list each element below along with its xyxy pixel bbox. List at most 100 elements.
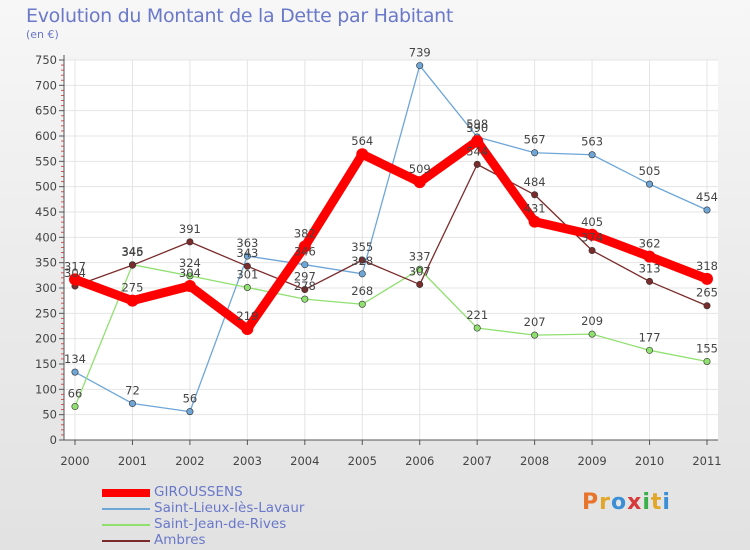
data-label-0: 590 — [466, 121, 488, 135]
data-label-2: 221 — [466, 308, 488, 322]
legend-swatch-saint-jean — [102, 524, 150, 526]
data-label-3: 484 — [524, 175, 546, 189]
data-point-1 — [71, 368, 79, 376]
x-tick-label: 2000 — [60, 454, 89, 468]
x-tick-label: 2004 — [290, 454, 319, 468]
data-label-0: 431 — [524, 202, 546, 216]
logo-letter: P — [582, 490, 600, 515]
logo-letter: o — [610, 490, 628, 515]
y-tick-label: 250 — [35, 306, 57, 320]
data-point-1 — [186, 408, 194, 416]
data-label-1: 598 — [466, 117, 488, 131]
y-tick-label: 150 — [35, 357, 57, 371]
data-point-1 — [301, 261, 309, 269]
data-label-2: 177 — [639, 330, 661, 344]
logo-letter: x — [627, 490, 643, 515]
y-tick-label: 650 — [35, 104, 57, 118]
data-point-3 — [703, 302, 711, 310]
legend-label-giroussens: GIROUSSENS — [154, 484, 243, 500]
data-point-0 — [298, 240, 311, 253]
data-point-0 — [183, 279, 196, 292]
proxiti-logo: Proxiti — [582, 490, 671, 515]
data-label-3: 304 — [64, 266, 86, 280]
legend-swatch-giroussens — [102, 489, 150, 497]
data-label-0: 382 — [294, 226, 316, 240]
series-line-3 — [74, 163, 708, 307]
y-tick-label: 550 — [35, 154, 57, 168]
data-point-0 — [356, 148, 369, 161]
data-label-2: 301 — [236, 267, 258, 281]
data-label-2: 324 — [179, 256, 201, 270]
legend-swatch-ambres — [102, 540, 150, 542]
plot-area — [64, 60, 718, 440]
data-label-2: 346 — [121, 245, 143, 259]
data-label-3: 544 — [466, 144, 488, 158]
data-point-0 — [69, 273, 81, 286]
data-label-1: 346 — [294, 245, 316, 259]
y-tick-label: 500 — [35, 180, 57, 194]
data-label-1: 739 — [409, 46, 431, 60]
logo-letter: i — [642, 490, 651, 515]
x-tick-label: 2010 — [635, 454, 664, 468]
x-tick-label: 2003 — [233, 454, 262, 468]
y-tick-label: 200 — [35, 332, 57, 346]
data-point-2 — [646, 346, 654, 354]
data-point-3 — [473, 160, 481, 168]
data-point-3 — [358, 256, 366, 264]
data-label-0: 405 — [581, 215, 603, 229]
x-tick-label: 2008 — [520, 454, 549, 468]
data-label-0: 362 — [639, 237, 661, 251]
data-point-3 — [646, 277, 654, 285]
y-tick-label: 750 — [35, 53, 57, 67]
legend-label-saint-jean: Saint-Jean-de-Rives — [154, 516, 287, 532]
data-point-1 — [416, 62, 424, 70]
y-tick-label: 600 — [35, 129, 57, 143]
data-point-0 — [126, 294, 139, 307]
x-tick-label: 2001 — [118, 454, 147, 468]
y-tick-label: 700 — [35, 78, 57, 92]
data-point-2 — [358, 300, 366, 308]
data-label-3: 297 — [294, 270, 316, 284]
data-point-2 — [531, 331, 539, 339]
data-point-3 — [588, 247, 596, 255]
data-label-2: 278 — [294, 279, 316, 293]
x-tick-label: 2007 — [463, 454, 492, 468]
data-label-0: 304 — [179, 266, 201, 280]
data-point-1 — [243, 252, 251, 260]
data-point-2 — [243, 283, 251, 291]
data-label-1: 567 — [524, 133, 546, 147]
data-point-0 — [586, 228, 599, 241]
data-label-1: 56 — [183, 392, 198, 406]
chart-subtitle: (en €) — [26, 28, 59, 41]
legend-label-saint-lieux: Saint-Lieux-lès-Lavaur — [154, 500, 305, 516]
data-label-0: 564 — [351, 134, 373, 148]
x-tick-label: 2011 — [692, 454, 721, 468]
data-point-1 — [588, 151, 596, 159]
y-tick-label: 400 — [35, 230, 57, 244]
data-label-1: 505 — [639, 164, 661, 178]
data-label-2: 337 — [409, 249, 431, 263]
data-point-3 — [301, 286, 309, 294]
data-point-2 — [473, 324, 481, 332]
data-point-1 — [128, 400, 136, 408]
data-point-0 — [413, 176, 426, 189]
data-label-3: 313 — [639, 261, 661, 275]
data-point-2 — [416, 265, 424, 273]
data-point-0 — [241, 323, 254, 336]
data-point-3 — [243, 262, 251, 270]
data-label-1: 134 — [64, 352, 86, 366]
data-label-2: 207 — [524, 315, 546, 329]
data-point-1 — [646, 180, 654, 188]
data-point-2 — [588, 330, 596, 338]
data-label-3: 345 — [121, 245, 143, 259]
data-label-0: 219 — [236, 309, 258, 323]
data-label-0: 317 — [64, 259, 86, 273]
y-tick-label: 350 — [35, 256, 57, 270]
data-label-3: 343 — [236, 246, 258, 260]
data-point-2 — [71, 403, 79, 411]
data-point-0 — [528, 215, 541, 228]
y-tick-label: 100 — [35, 382, 57, 396]
data-label-3: 265 — [696, 286, 718, 300]
data-point-1 — [358, 270, 366, 278]
data-point-2 — [186, 272, 194, 280]
